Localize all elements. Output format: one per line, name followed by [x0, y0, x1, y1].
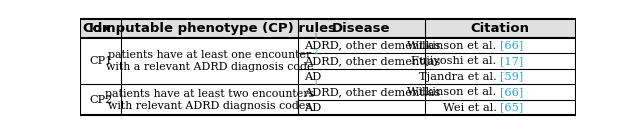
Text: patients have at least one encounter: patients have at least one encounter [108, 50, 312, 60]
Bar [80, 38, 576, 84]
Text: with a relevant ADRD diagnosis code: with a relevant ADRD diagnosis code [106, 62, 314, 72]
Bar [80, 19, 576, 38]
Text: Tjandra et al.: Tjandra et al. [419, 72, 500, 82]
Text: AD: AD [304, 72, 321, 82]
Text: [59]: [59] [500, 72, 524, 82]
Text: 2: 2 [313, 48, 317, 56]
Text: Wei et al.: Wei et al. [443, 103, 500, 113]
Text: CP1: CP1 [89, 56, 112, 66]
Text: Idx: Idx [89, 22, 112, 35]
Text: 1: 1 [313, 79, 317, 87]
Text: Disease: Disease [332, 22, 391, 35]
Text: CP2: CP2 [89, 95, 112, 105]
Text: Wilkinson et al.: Wilkinson et al. [408, 41, 500, 51]
Text: Computable phenotype (CP) rules: Computable phenotype (CP) rules [83, 22, 336, 35]
Text: [66]: [66] [500, 87, 524, 97]
Text: Fujiyoshi et al.: Fujiyoshi et al. [412, 56, 500, 66]
Text: patients have at least two encounters: patients have at least two encounters [105, 89, 314, 99]
Text: with relevant ADRD diagnosis codes: with relevant ADRD diagnosis codes [108, 101, 311, 111]
Bar [80, 84, 576, 115]
Text: AD: AD [304, 103, 321, 113]
Text: [65]: [65] [500, 103, 524, 113]
Text: ADRD, other dementias: ADRD, other dementias [304, 56, 440, 66]
Text: Citation: Citation [471, 22, 530, 35]
Text: ADRD, other dementias: ADRD, other dementias [304, 87, 440, 97]
Text: [17]: [17] [500, 56, 524, 66]
Text: [66]: [66] [500, 41, 524, 51]
Text: Wilkinson et al.: Wilkinson et al. [408, 87, 500, 97]
Text: ADRD, other dementias: ADRD, other dementias [304, 41, 440, 51]
Text: 1: 1 [313, 33, 317, 41]
